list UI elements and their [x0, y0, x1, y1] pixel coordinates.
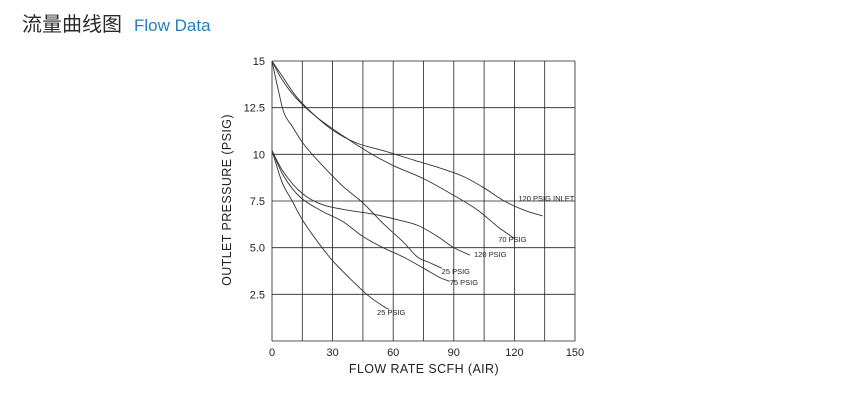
page-title-english: Flow Data — [134, 16, 211, 35]
y-tick-label: 7.5 — [250, 196, 265, 208]
x-axis-ticks: 0 30 60 90 120 150 — [269, 347, 584, 359]
y-tick-label: 15 — [253, 56, 265, 68]
x-tick-label: 150 — [566, 347, 584, 359]
x-tick-label: 60 — [387, 347, 399, 359]
x-tick-label: 120 — [505, 347, 523, 359]
series-line-2 — [271, 60, 515, 239]
series-line-5 — [271, 150, 450, 282]
y-tick-label: 12.5 — [244, 103, 265, 115]
x-tick-label: 0 — [269, 347, 275, 359]
x-tick-label: 90 — [448, 347, 460, 359]
y-tick-label: 2.5 — [250, 289, 265, 301]
series-label-6: 25 PSIG — [377, 308, 406, 317]
series-label-2: 70 PSIG — [498, 235, 527, 244]
series-line-4 — [271, 60, 442, 269]
y-tick-label: 5.0 — [250, 243, 265, 255]
series-label-3: 120 PSIG — [474, 250, 507, 259]
series-label-5: 75 PSIG — [450, 278, 479, 287]
y-tick-label: 10 — [253, 149, 265, 161]
x-axis-title: FLOW RATE SCFH (AIR) — [349, 362, 499, 376]
page-title-chinese: 流量曲线图 — [22, 12, 122, 36]
series-label-1: 120 PSIG INLET — [518, 194, 574, 203]
page-header: 流量曲线图 Flow Data — [22, 8, 211, 37]
series-line-1 — [271, 60, 543, 217]
chart-grid — [271, 60, 576, 342]
x-tick-label: 30 — [326, 347, 338, 359]
series-line-6 — [271, 150, 390, 310]
y-axis-title: OUTLET PRESSURE (PSIG) — [220, 114, 234, 286]
series-label-4: 25 PSIG — [442, 267, 471, 276]
series-line-3 — [271, 150, 471, 256]
y-axis-ticks: 15 12.5 10 7.5 5.0 2.5 — [244, 56, 265, 301]
chart-curves — [271, 60, 543, 310]
